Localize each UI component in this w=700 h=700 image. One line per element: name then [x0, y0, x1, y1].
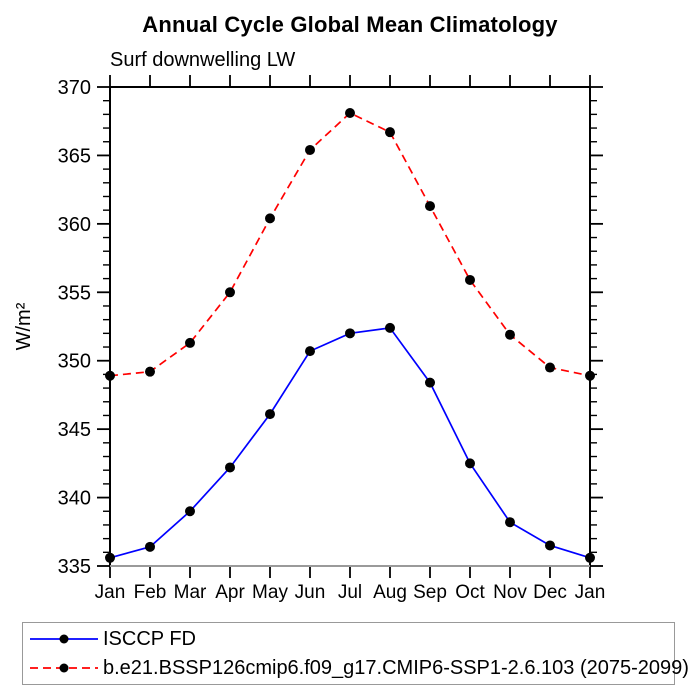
x-axis-tick-label: Mar: [174, 582, 207, 603]
data-point-marker: [425, 201, 435, 212]
data-point-marker: [145, 541, 155, 552]
data-point-marker: [345, 108, 355, 119]
data-point-marker: [185, 337, 195, 348]
data-point-marker: [225, 287, 235, 298]
legend-line-sample-solid: [30, 634, 98, 644]
chart-subtitle: Surf downwelling LW: [110, 49, 296, 71]
chart-title: Annual Cycle Global Mean Climatology: [142, 12, 558, 37]
y-axis-tick-label: 335: [58, 556, 91, 578]
y-axis-title: W/m²: [13, 302, 35, 350]
x-axis-tick-label: Oct: [455, 582, 485, 603]
data-point-marker: [145, 366, 155, 377]
legend-label: ISCCP FD: [103, 628, 196, 650]
data-point-marker: [585, 552, 595, 563]
y-axis-tick-label: 345: [58, 419, 91, 441]
legend-item: b.e21.BSSP126cmip6.f09_g17.CMIP6-SSP1-2.…: [23, 654, 689, 683]
x-axis-tick-label: Aug: [373, 582, 407, 603]
data-point-marker: [385, 127, 395, 138]
data-point-marker: [265, 409, 275, 420]
y-axis-tick-label: 365: [58, 145, 91, 167]
x-axis-tick-label: Jan: [95, 582, 126, 603]
data-point-marker: [505, 517, 515, 528]
x-axis-tick-label: Jul: [338, 582, 362, 603]
data-point-marker: [465, 458, 475, 469]
legend: ISCCP FD b.e21.BSSP126cmip6.f09_g17.CMIP…: [22, 622, 689, 685]
x-axis-tick-label: Dec: [533, 582, 567, 603]
data-point-marker: [505, 329, 515, 340]
y-axis-tick-label: 355: [58, 282, 91, 304]
y-axis-tick-label: 340: [58, 488, 91, 510]
x-axis-tick-label: May: [252, 582, 288, 603]
x-axis-tick-label: Nov: [493, 582, 527, 603]
data-point-marker: [105, 370, 115, 381]
data-point-marker: [545, 362, 555, 373]
legend-label: b.e21.BSSP126cmip6.f09_g17.CMIP6-SSP1-2.…: [103, 657, 689, 679]
data-point-marker: [465, 274, 475, 285]
x-axis-tick-label: Jan: [575, 582, 606, 603]
data-point-marker: [545, 540, 555, 551]
y-axis-tick-label: 350: [58, 351, 91, 373]
data-point-marker: [425, 377, 435, 388]
plot-frame: [109, 86, 591, 567]
x-axis-tick-label: Apr: [215, 582, 245, 603]
x-axis-tick-label: Sep: [413, 582, 447, 603]
data-point-marker: [225, 462, 235, 473]
data-point-marker: [305, 144, 315, 155]
legend-line-sample-dashed: [30, 663, 98, 673]
data-point-marker: [385, 322, 395, 333]
data-point-marker: [105, 552, 115, 563]
x-axis-tick-label: Jun: [295, 582, 326, 603]
data-point-marker: [305, 346, 315, 357]
y-axis-tick-label: 360: [58, 214, 91, 236]
data-point-marker: [185, 506, 195, 517]
data-point-marker: [265, 213, 275, 224]
x-axis-tick-label: Feb: [134, 582, 167, 603]
y-axis-tick-label: 370: [58, 77, 91, 99]
data-point-marker: [585, 370, 595, 381]
data-point-marker: [345, 328, 355, 339]
series-line-0: [109, 326, 591, 559]
legend-item: ISCCP FD: [23, 625, 674, 654]
